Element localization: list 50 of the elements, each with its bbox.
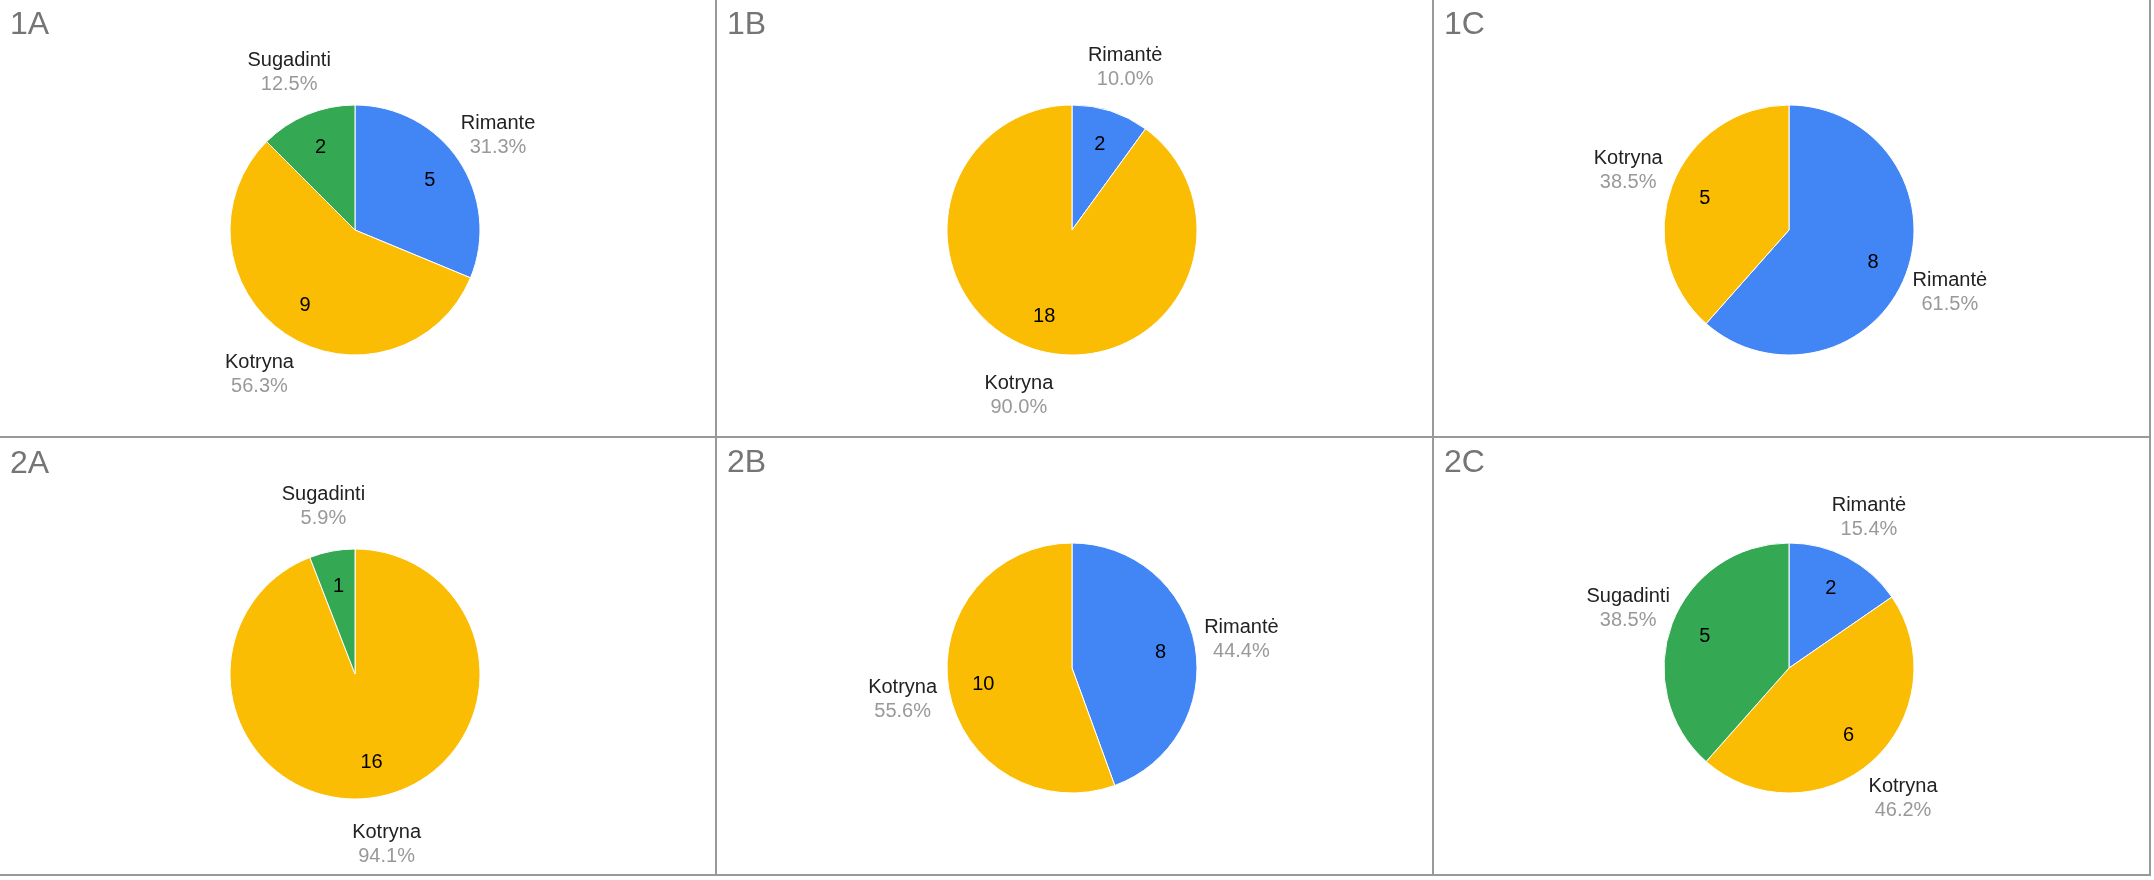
chart-title: 1A <box>10 5 50 41</box>
slice-label: Kotryna <box>1868 773 1939 796</box>
text: 12.5% <box>260 72 318 95</box>
slice-label: Rimantė <box>1831 492 1907 515</box>
chart-title: 1C <box>1444 5 1485 41</box>
text: 10.0% <box>1096 67 1154 90</box>
slice-label: Kotryna <box>224 350 295 373</box>
slice-label: Sugadinti <box>281 481 366 504</box>
text: 5.9% <box>300 505 347 528</box>
chart-title: 2C <box>1444 443 1485 479</box>
text: 46.2% <box>1874 797 1932 820</box>
data-label: 18 <box>1033 303 1056 326</box>
pie-slice <box>946 104 1198 356</box>
pie-slice <box>229 548 481 800</box>
chart-title: 2B <box>727 443 767 479</box>
text: 15.4% <box>1840 516 1898 539</box>
data-label: 2 <box>1825 576 1837 599</box>
data-label: 5 <box>1699 624 1711 647</box>
data-label: 2 <box>1094 132 1106 155</box>
data-label: 8 <box>1155 640 1167 663</box>
slice-label: Rimantė <box>1912 267 1988 290</box>
text: 56.3% <box>231 374 288 397</box>
data-label: 16 <box>360 750 383 773</box>
text: 44.4% <box>1213 639 1270 662</box>
text: 38.5% <box>1599 608 1657 631</box>
slice-label: Kotryna <box>352 820 422 843</box>
data-label: 5 <box>1699 186 1711 209</box>
slice-label: Kotryna <box>984 370 1055 393</box>
slice-label: Kotryna <box>868 674 938 697</box>
text: 61.5% <box>1921 291 1979 314</box>
data-label: 8 <box>1867 249 1879 272</box>
slice-label: Sugadinti <box>1586 584 1670 607</box>
data-label: 2 <box>315 134 327 157</box>
text: 38.5% <box>1599 170 1657 193</box>
data-label: 1 <box>332 573 345 596</box>
data-label: 5 <box>424 168 436 190</box>
chart-title: 1B <box>727 5 767 41</box>
text: 94.1% <box>358 844 415 867</box>
text: 31.3% <box>469 135 527 158</box>
text: 55.6% <box>874 698 931 721</box>
data-label: 9 <box>299 292 311 315</box>
slice-label: Rimante <box>460 111 536 134</box>
text: 90.0% <box>990 394 1048 417</box>
chart-title: 2A <box>10 443 50 480</box>
data-label: 6 <box>1843 723 1855 746</box>
slice-label: Sugadinti <box>247 48 331 71</box>
data-label: 10 <box>972 671 995 694</box>
slice-label: Rimantė <box>1087 43 1163 66</box>
slice-label: Rimantė <box>1204 615 1279 638</box>
slice-label: Kotryna <box>1593 146 1664 169</box>
